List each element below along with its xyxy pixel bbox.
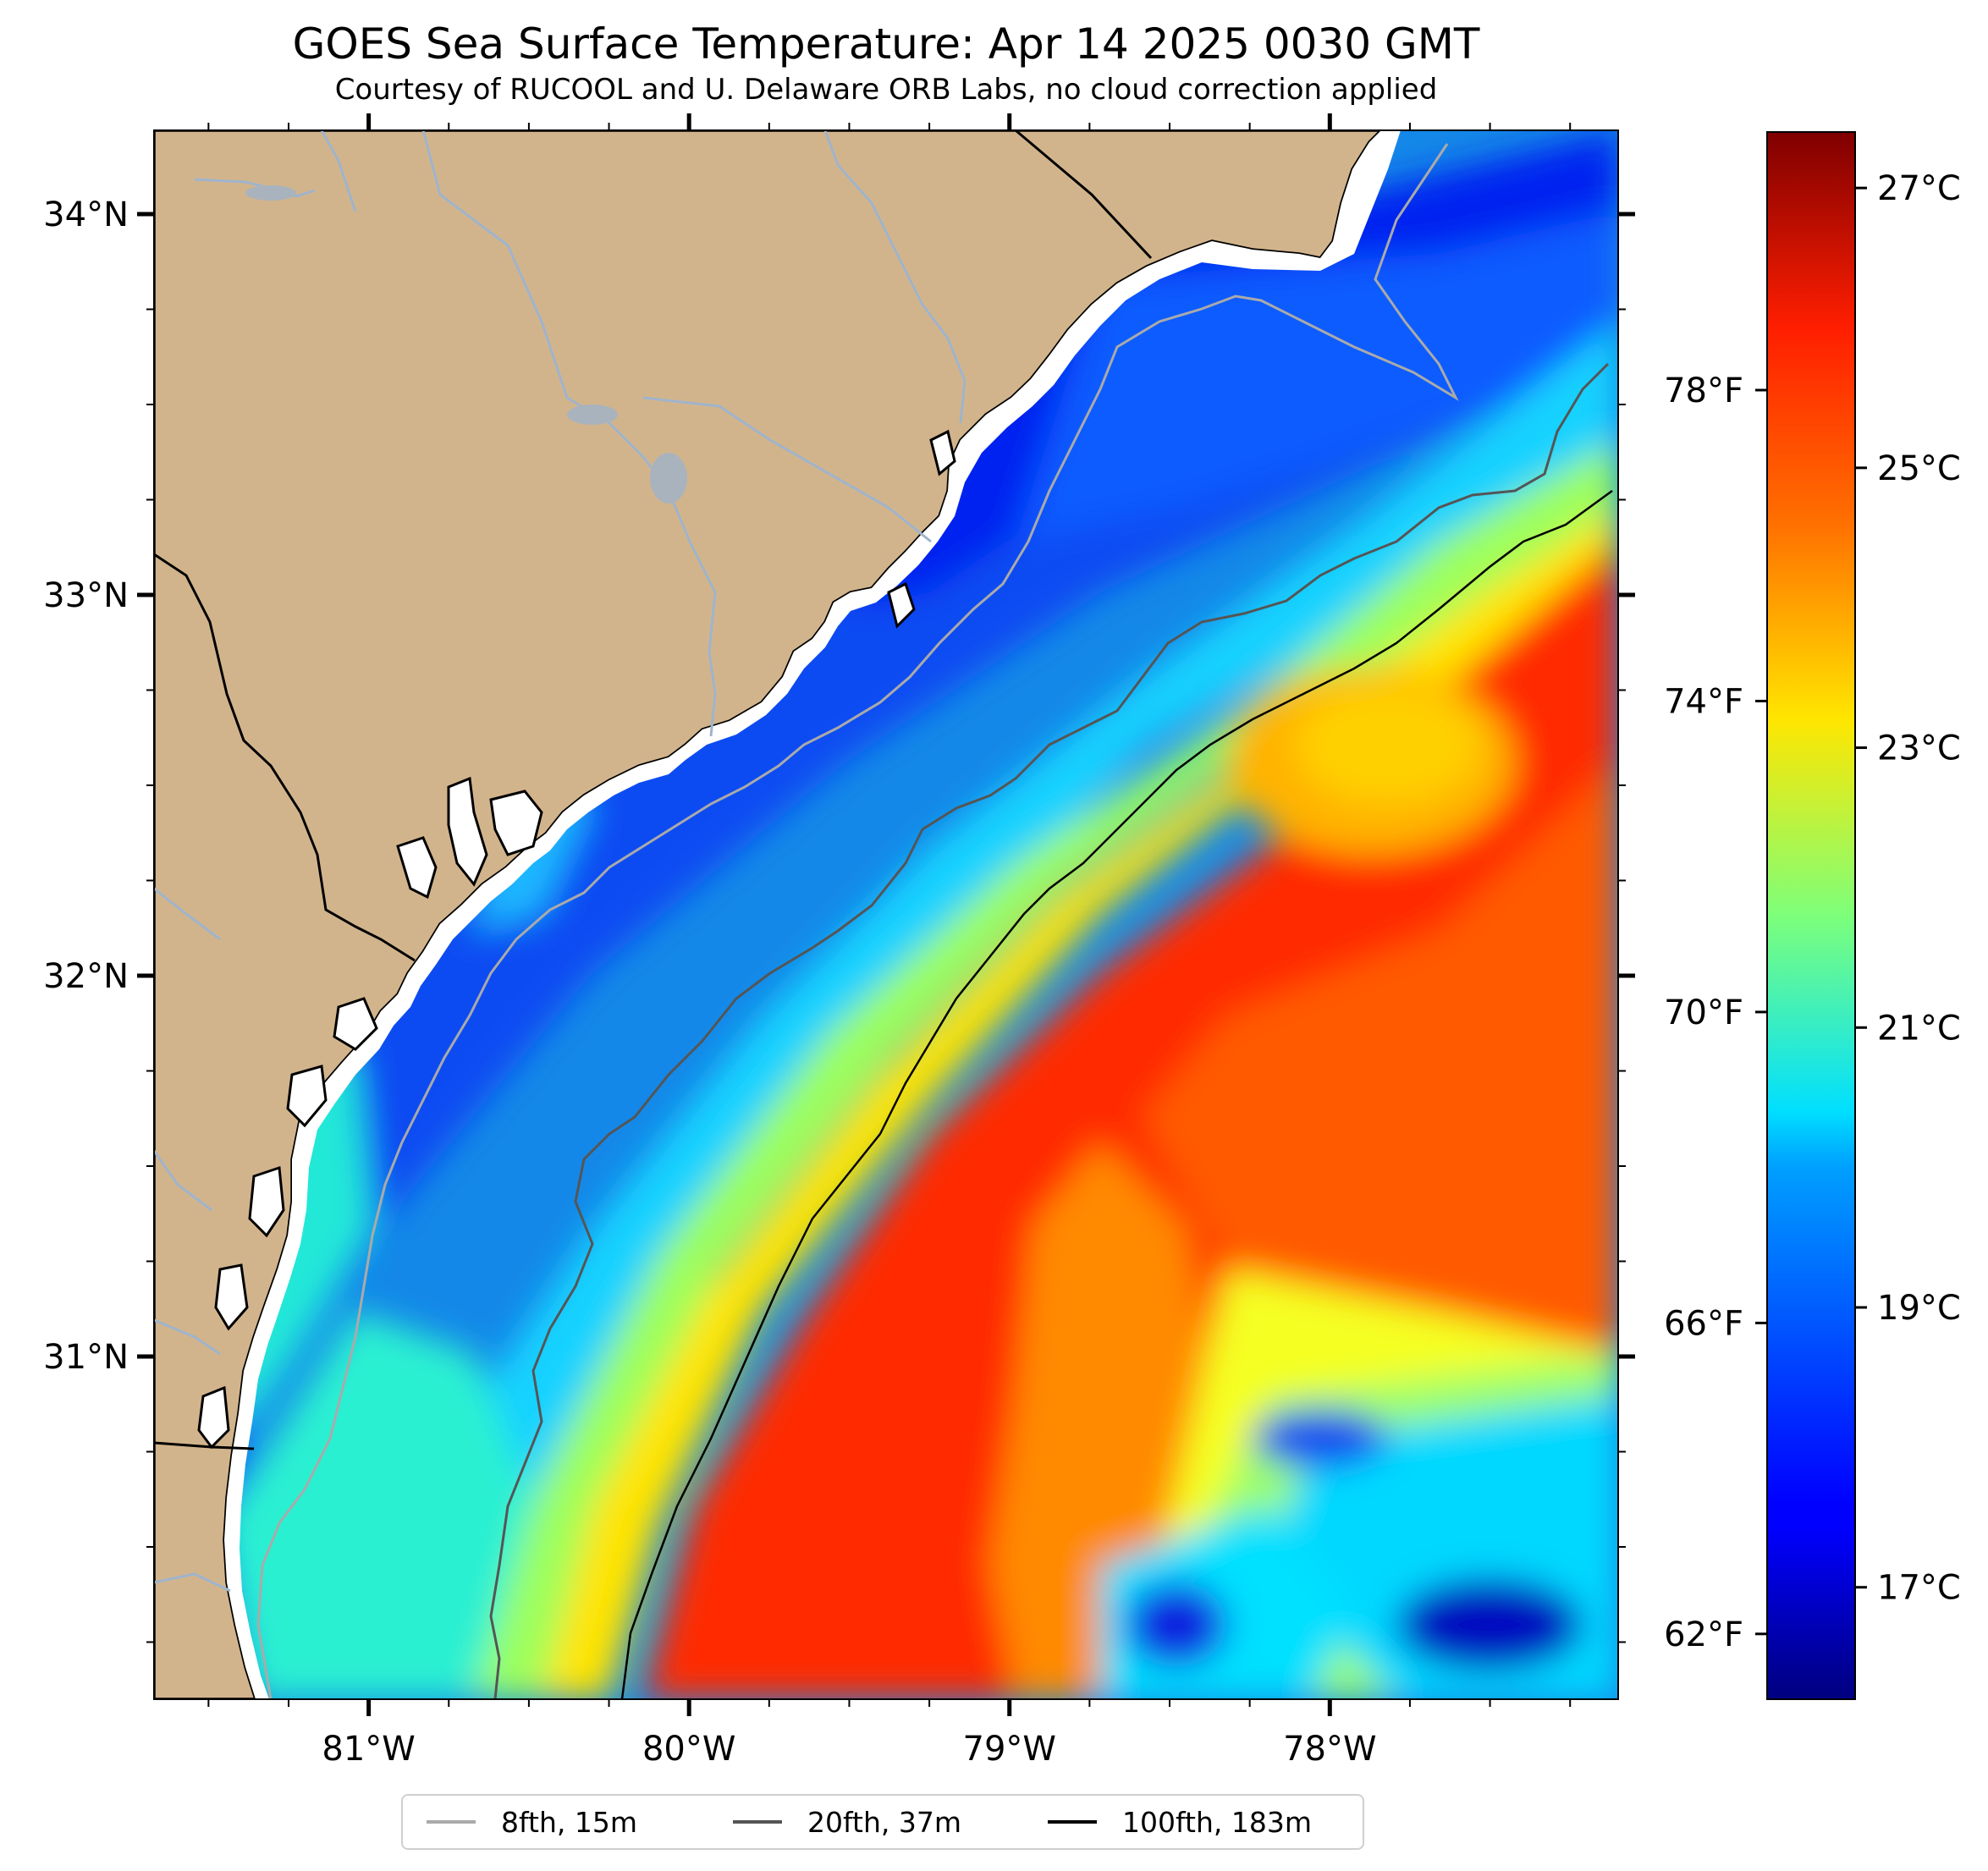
lon-tick-label: 79°W xyxy=(963,1730,1056,1769)
map-subtitle: Courtesy of RUCOOL and U. Delaware ORB L… xyxy=(334,73,1438,107)
celsius-tick-label: 17°C xyxy=(1877,1569,1961,1608)
isobath-8fth xyxy=(256,143,1459,1699)
legend-label-8fth: 8fth, 15m xyxy=(501,1805,638,1839)
map-title: GOES Sea Surface Temperature: Apr 14 202… xyxy=(292,19,1480,69)
fahrenheit-tick-label: 62°F xyxy=(1664,1615,1743,1654)
state-borders xyxy=(154,130,1153,1450)
lakes xyxy=(245,185,687,504)
fahrenheit-tick-label: 66°F xyxy=(1664,1304,1743,1343)
colorbar-ticks: 27°C 25°C 23°C 21°C 19°C 17°C 78°F 74°F 70°F 66°F… xyxy=(1664,169,1961,1654)
rivers xyxy=(154,130,966,1593)
celsius-tick-label: 27°C xyxy=(1877,169,1961,208)
lon-tick-label: 78°W xyxy=(1283,1730,1376,1769)
legend-label-20fth: 20fth, 37m xyxy=(807,1805,961,1839)
colorbar xyxy=(1766,131,1856,1700)
legend-line-100fth xyxy=(1048,1820,1097,1824)
isobath-20fth xyxy=(489,362,1610,1699)
map-ticks: 34°N 33°N 32°N 31°N 81°W 80°W 79°W 78°W xyxy=(43,113,1635,1769)
legend-item-20fth: 20fth, 37m xyxy=(733,1796,961,1848)
no-data-strip xyxy=(224,130,1401,1699)
isobath-legend: 8fth, 15m 20fth, 37m 100fth, 183m xyxy=(401,1794,1364,1850)
legend-line-20fth xyxy=(733,1820,782,1824)
lon-tick-label: 80°W xyxy=(642,1730,735,1769)
lon-tick-label: 81°W xyxy=(322,1730,415,1769)
isobath-100fth xyxy=(620,489,1613,1699)
legend-item-8fth: 8fth, 15m xyxy=(427,1796,637,1848)
sst-field xyxy=(154,130,1618,1699)
map-frame xyxy=(153,129,1619,1700)
fahrenheit-tick-label: 78°F xyxy=(1664,371,1743,410)
legend-item-100fth: 100fth, 183m xyxy=(1048,1796,1312,1848)
plot-area xyxy=(154,130,1618,1699)
fahrenheit-tick-label: 74°F xyxy=(1664,682,1743,721)
coastal-inlets xyxy=(197,429,956,1450)
celsius-tick-label: 21°C xyxy=(1877,1009,1961,1048)
legend-line-8fth xyxy=(427,1820,476,1824)
celsius-tick-label: 19°C xyxy=(1877,1289,1961,1328)
celsius-tick-label: 25°C xyxy=(1877,449,1961,488)
lat-tick-label: 34°N xyxy=(43,195,129,234)
lat-tick-label: 31°N xyxy=(43,1338,129,1377)
legend-label-100fth: 100fth, 183m xyxy=(1122,1805,1312,1839)
lat-tick-label: 32°N xyxy=(43,957,129,996)
fahrenheit-tick-label: 70°F xyxy=(1664,993,1743,1032)
lat-tick-label: 33°N xyxy=(43,576,129,615)
celsius-tick-label: 23°C xyxy=(1877,729,1961,768)
